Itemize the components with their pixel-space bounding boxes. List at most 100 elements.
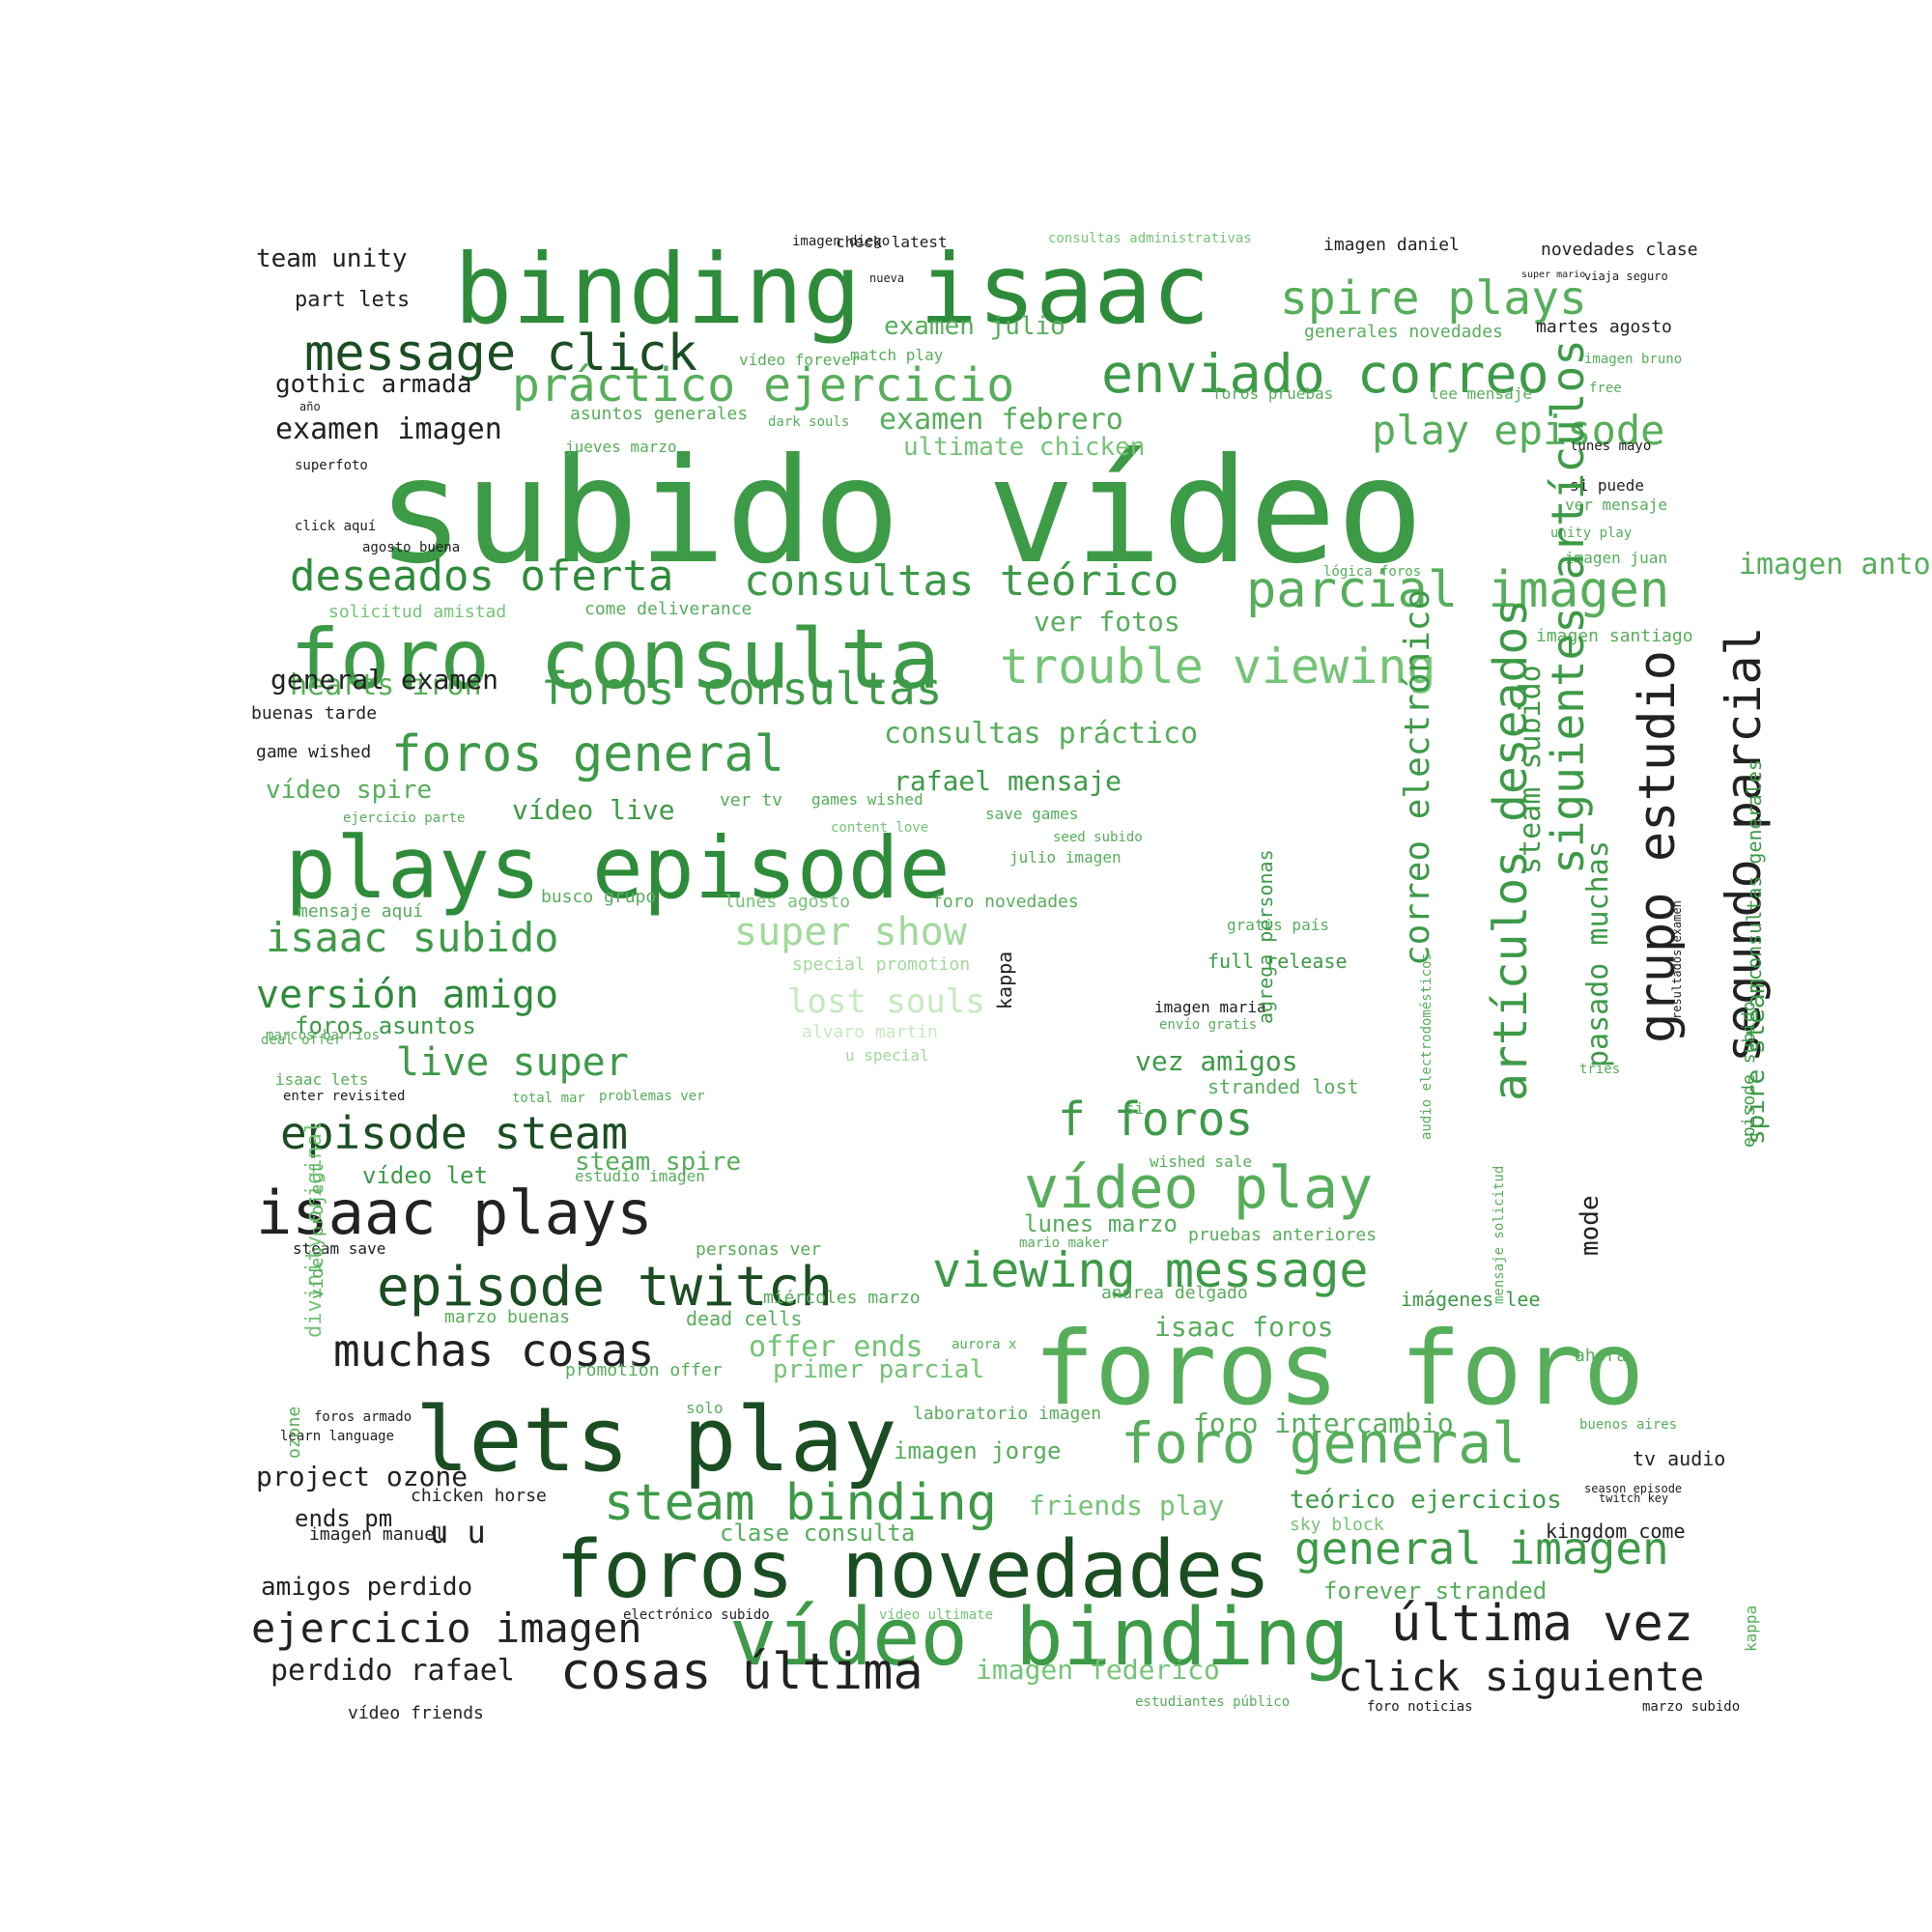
- cloud-word: isaac lets: [275, 1070, 369, 1089]
- cloud-word: kingdom come: [1546, 1520, 1686, 1543]
- cloud-word: laboratorio imagen: [913, 1404, 1102, 1424]
- cloud-word: play episode: [1372, 407, 1665, 454]
- cloud-word: u special: [845, 1046, 929, 1065]
- cloud-word: total mar: [512, 1091, 585, 1106]
- cloud-word: foros pruebas: [1212, 384, 1334, 403]
- cloud-word: examen julio: [884, 312, 1065, 341]
- cloud-word: save games: [985, 805, 1079, 823]
- cloud-word: agosto buena: [362, 540, 461, 555]
- cloud-word: project ozone: [256, 1461, 469, 1492]
- cloud-word: foro noticias: [1367, 1699, 1473, 1715]
- cloud-word: imagen maria: [1154, 998, 1266, 1016]
- cloud-word: steam binding: [604, 1474, 997, 1532]
- cloud-word: busco grupo: [541, 887, 657, 907]
- cloud-word: deseados oferta: [290, 552, 674, 601]
- cloud-word: subido vídeo: [377, 428, 1424, 596]
- cloud-word: vídeo let: [362, 1162, 489, 1189]
- cloud-word: perdido rafael: [270, 1654, 515, 1688]
- cloud-word: gothic armada: [275, 370, 472, 399]
- cloud-word: part lets: [295, 288, 411, 312]
- cloud-word: dark souls: [768, 414, 850, 430]
- cloud-word: solo: [686, 1399, 724, 1417]
- cloud-word: ejercicio parte: [343, 810, 466, 826]
- cloud-word: learn language: [280, 1429, 395, 1444]
- cloud-word: audio electrodomésticos: [1419, 952, 1435, 1140]
- cloud-word: live super: [396, 1040, 629, 1085]
- cloud-word: click aquí: [295, 519, 377, 534]
- cloud-word: buenos aires: [1579, 1417, 1678, 1433]
- cloud-word: twitch key: [1599, 1492, 1669, 1505]
- cloud-word: teórico ejercicios: [1290, 1486, 1562, 1515]
- cloud-word: enter revisited: [283, 1089, 406, 1104]
- cloud-word: game wished: [256, 742, 372, 762]
- cloud-word: consultas administrativas: [1048, 231, 1252, 246]
- cloud-word: isaac subido: [266, 914, 559, 961]
- cloud-word: stranded lost: [1208, 1075, 1359, 1098]
- cloud-word: alvaro martin: [802, 1022, 938, 1042]
- cloud-word: estudio imagen: [575, 1167, 705, 1185]
- cloud-word: episode twitch: [377, 1256, 834, 1319]
- cloud-word: ver tv: [720, 790, 783, 810]
- cloud-word: envío gratis: [1159, 1017, 1258, 1033]
- cloud-word: si: [1125, 1099, 1145, 1118]
- cloud-word: andrea delgado: [1101, 1283, 1248, 1303]
- cloud-word: siguientes artículos: [1542, 339, 1594, 874]
- cloud-word: message click: [304, 325, 697, 383]
- cloud-word: deal offer: [261, 1033, 343, 1048]
- cloud-word: f foros: [1058, 1093, 1254, 1147]
- cloud-word: vez amigos: [1135, 1045, 1298, 1077]
- cloud-word: marzo subido: [1642, 1699, 1741, 1715]
- cloud-word: promotion offer: [565, 1360, 723, 1380]
- cloud-word: mode: [1576, 1195, 1605, 1256]
- cloud-word: martes agosto: [1536, 317, 1672, 337]
- cloud-word: cosas última: [560, 1643, 923, 1701]
- cloud-word: imagen daniel: [1323, 235, 1460, 255]
- cloud-word: foros asuntos: [295, 1012, 476, 1039]
- cloud-word: novedades clase: [1541, 240, 1698, 260]
- cloud-word: viaja seguro: [1584, 270, 1668, 283]
- cloud-word: práctico ejercicio: [512, 358, 1015, 412]
- cloud-word: año: [299, 400, 321, 413]
- cloud-word: ultimate chicken: [903, 433, 1146, 462]
- cloud-word: super mario: [1521, 270, 1586, 280]
- cloud-word: lógica foros: [1323, 564, 1422, 580]
- cloud-word: consultas generales: [1743, 759, 1766, 980]
- cloud-word: lunes mayo: [1570, 439, 1652, 454]
- cloud-word: free: [1589, 381, 1622, 396]
- cloud-word: isaac plays: [256, 1178, 653, 1248]
- cloud-word: chicken horse: [411, 1486, 547, 1506]
- cloud-word: foros consultas: [541, 663, 943, 715]
- cloud-word: sky block: [1290, 1515, 1384, 1535]
- cloud-word: marzo buenas: [444, 1307, 571, 1327]
- cloud-word: vídeo spire: [266, 776, 433, 805]
- cloud-word: personas ver: [696, 1239, 822, 1260]
- cloud-word: tries: [1579, 1062, 1621, 1077]
- cloud-word: imagen santiago: [1536, 626, 1693, 646]
- cloud-word: general imagen: [1294, 1522, 1669, 1575]
- cloud-word: foros foro: [1034, 1310, 1645, 1428]
- cloud-word: special promotion: [792, 954, 971, 975]
- cloud-word: foros armado: [314, 1409, 412, 1425]
- cloud-word: asuntos generales: [570, 404, 749, 424]
- cloud-word: lost souls: [787, 982, 985, 1021]
- cloud-word: estudiantes público: [1135, 1694, 1291, 1710]
- cloud-word: click siguiente: [1338, 1653, 1705, 1700]
- cloud-word: correo electrónico: [1398, 588, 1437, 966]
- cloud-word: miércoles marzo: [763, 1288, 921, 1308]
- cloud-word: rafael mensaje: [894, 765, 1122, 797]
- cloud-word: mensaje aquí: [298, 901, 424, 922]
- cloud-word: friends play: [1029, 1490, 1225, 1521]
- cloud-word: primer parcial: [773, 1355, 985, 1384]
- cloud-word: problemas ver: [599, 1089, 705, 1104]
- cloud-word: ozone: [284, 1406, 304, 1459]
- cloud-word: u u: [430, 1514, 486, 1550]
- cloud-word: kappa: [993, 951, 1016, 1009]
- cloud-word: foros novedades: [555, 1524, 1271, 1616]
- cloud-word: lunes agosto: [724, 892, 851, 912]
- cloud-word: ver mensaje: [1565, 496, 1667, 514]
- cloud-word: superfoto: [295, 458, 368, 473]
- cloud-word: vídeo ultimate: [879, 1607, 994, 1623]
- cloud-word: vídeo live: [512, 794, 675, 826]
- cloud-word: imagen juan: [1565, 549, 1667, 567]
